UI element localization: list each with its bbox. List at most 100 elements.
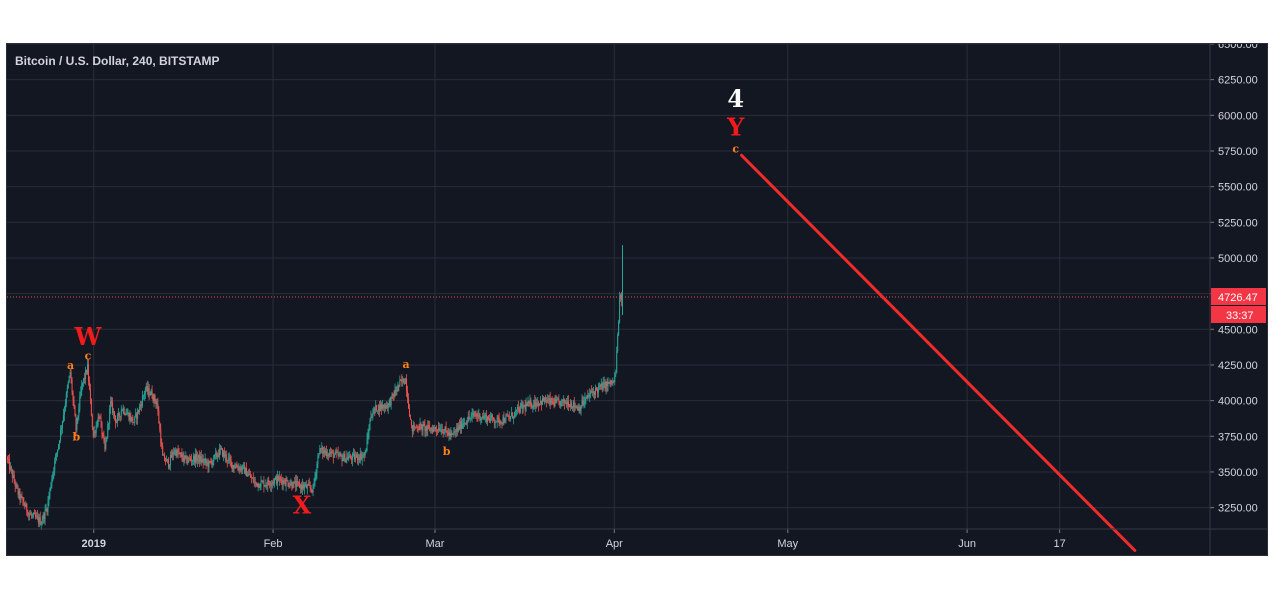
- candle-body: [22, 497, 24, 502]
- candle-body: [151, 390, 153, 399]
- candle-body: [259, 486, 261, 488]
- candle-body: [527, 401, 529, 407]
- candle-body: [345, 458, 347, 462]
- candle-body: [488, 419, 490, 422]
- candle-body: [82, 382, 84, 384]
- axes[interactable]: 3250.00 3500.00 3750.00 4000.00 4250.00 4500.…: [7, 44, 1267, 555]
- candle-body: [111, 400, 113, 403]
- candle-body: [60, 427, 62, 430]
- candle-body: [313, 482, 315, 486]
- candle-body: [93, 431, 95, 437]
- candle-body: [415, 426, 417, 428]
- candle-body: [127, 413, 129, 414]
- candle-body: [85, 370, 87, 379]
- candle-body: [487, 416, 489, 422]
- candle-body: [242, 465, 244, 471]
- candle-body: [495, 421, 497, 423]
- candle-body: [300, 485, 302, 488]
- candle-body: [406, 378, 408, 392]
- candle-body: [474, 415, 476, 416]
- candle-body: [119, 415, 121, 417]
- candle-body: [120, 410, 122, 417]
- candle-body: [155, 401, 157, 405]
- candle-body: [315, 473, 317, 477]
- candle-body: [57, 449, 59, 454]
- candle-body: [305, 484, 307, 489]
- candle-body: [244, 465, 246, 474]
- candle-body: [255, 482, 257, 484]
- candle-body: [344, 454, 346, 462]
- candle-body: [408, 408, 410, 417]
- candle-body: [368, 430, 370, 435]
- candle-body: [614, 375, 616, 383]
- candle-body: [287, 481, 289, 486]
- grid: [7, 44, 1210, 529]
- candle-body: [375, 405, 377, 410]
- candle-body: [410, 419, 412, 426]
- candle-body: [548, 398, 550, 401]
- candle-body: [256, 483, 258, 487]
- candle-body: [83, 378, 85, 383]
- candle-body: [589, 394, 591, 397]
- candle-body: [584, 398, 586, 403]
- x-tick-label: Feb: [264, 538, 283, 550]
- candle-body: [510, 416, 512, 419]
- candle-body: [123, 408, 125, 414]
- candle-body: [276, 475, 278, 484]
- candle-body: [150, 390, 152, 395]
- candle-body: [117, 413, 119, 417]
- candle-body: [11, 470, 13, 478]
- candle-body: [438, 428, 440, 432]
- candle-body: [60, 429, 62, 441]
- candle-body: [27, 511, 29, 516]
- candle-body: [522, 405, 524, 409]
- candle-body: [126, 413, 128, 415]
- candle-body: [214, 454, 216, 456]
- candle-body: [78, 409, 80, 416]
- candle-body: [77, 415, 79, 418]
- candle-body: [336, 452, 338, 454]
- candle-body: [163, 454, 165, 456]
- candle-body: [419, 424, 421, 430]
- candle-body: [377, 411, 379, 412]
- candle-body: [333, 454, 335, 458]
- candle-body: [282, 480, 284, 485]
- candle-body: [289, 484, 291, 487]
- candle-body: [517, 406, 519, 409]
- candle-body: [325, 451, 327, 453]
- candle-body: [274, 479, 276, 484]
- candle-body: [90, 399, 92, 416]
- candle-body: [216, 452, 218, 457]
- candle-body: [343, 454, 345, 459]
- candle-body: [420, 424, 422, 425]
- candle-body: [180, 452, 182, 454]
- candle-body: [346, 456, 348, 459]
- candle-body: [118, 413, 120, 416]
- candle-body: [416, 427, 418, 429]
- wave-label: c: [732, 142, 739, 155]
- candle-body: [558, 399, 560, 402]
- candle-body: [186, 456, 188, 464]
- candle-body: [566, 402, 568, 405]
- candle-body: [45, 509, 47, 510]
- candle-body: [340, 453, 342, 456]
- candle-body: [138, 410, 140, 412]
- candle-body: [40, 524, 42, 525]
- candle-body: [502, 417, 504, 424]
- candle-body: [523, 405, 525, 407]
- candle-body: [386, 405, 388, 409]
- candle-body: [525, 403, 527, 410]
- candle-body: [179, 452, 181, 454]
- candle-body: [572, 401, 574, 409]
- candle-body: [192, 460, 194, 462]
- candle-body: [422, 424, 424, 431]
- candle-body: [79, 396, 81, 410]
- candle-body: [329, 452, 331, 454]
- candle-body: [168, 464, 170, 468]
- candle-body: [554, 399, 556, 407]
- candle-body: [121, 409, 123, 411]
- candle-body: [366, 438, 368, 451]
- candle-body: [209, 461, 211, 463]
